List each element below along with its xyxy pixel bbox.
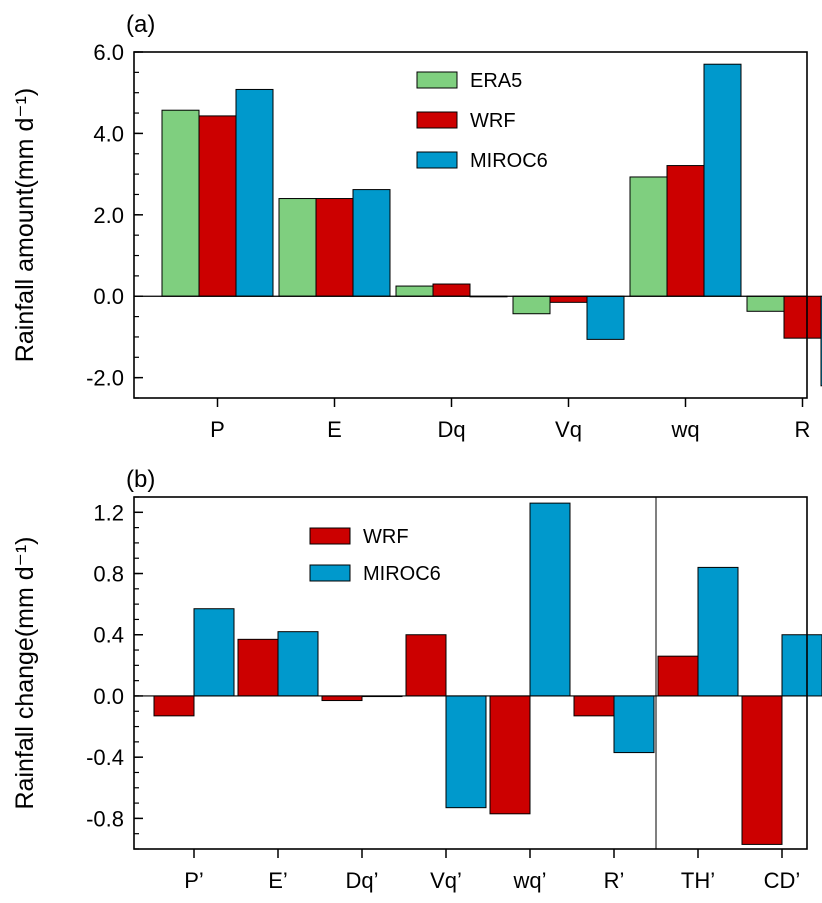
- bar-Vq-ERA5: [512, 295, 551, 315]
- category-label: R: [795, 417, 811, 442]
- legend-swatch-MIROC6: [416, 151, 458, 169]
- panel-label: (b): [126, 466, 155, 493]
- category-label: Dq: [437, 417, 465, 442]
- category-label: E: [327, 417, 342, 442]
- y-axis-title: Rainfall amount(mm d⁻¹): [11, 88, 39, 362]
- legend-label: ERA5: [470, 70, 522, 92]
- bar-Vq-MIROC6: [586, 295, 625, 340]
- plot-frame: [133, 496, 808, 850]
- category-label: Vq: [555, 417, 582, 442]
- legend-label: MIROC6: [470, 150, 548, 172]
- legend-swatch-MIROC6: [309, 564, 351, 582]
- y-tick-label: -0.8: [86, 806, 124, 831]
- bar-P-WRF: [198, 115, 237, 297]
- category-label: CD’: [764, 868, 801, 893]
- chart-panel-1: P’ E’ Dq’ Vq’ wq’ R’ TH’ CD’ -0.8 -0.4 0.0 0.4 0.8 1.…: [11, 466, 822, 893]
- y-tick-label: 1.2: [93, 500, 124, 525]
- y-tick-label: 6.0: [93, 40, 124, 65]
- legend: WRF MIROC6: [309, 526, 441, 585]
- category-label: wq’: [512, 868, 546, 893]
- bar-wq-MIROC6: [703, 63, 742, 297]
- category-label: R’: [604, 868, 625, 893]
- legend-swatch-ERA5: [416, 71, 458, 89]
- bar-wq-WRF: [666, 165, 705, 297]
- bar-P’-WRF: [153, 695, 195, 717]
- bar-CD’-MIROC6: [781, 634, 822, 697]
- category-label: P’: [184, 868, 204, 893]
- panel-label: (a): [126, 11, 155, 38]
- y-tick-label: 0.0: [93, 284, 124, 309]
- bar-E-MIROC6: [352, 189, 391, 297]
- bar-E’-WRF: [237, 638, 279, 697]
- chart-panel-0: P E Dq Vq wq R -2.0 0.0 2.0 4.0 6.0 Rainfall amount…: [11, 11, 822, 442]
- y-axis-title: Rainfall change(mm d⁻¹): [11, 536, 39, 809]
- bar-R’-WRF: [573, 695, 615, 717]
- bar-P-MIROC6: [235, 88, 274, 297]
- legend-label: WRF: [363, 526, 409, 548]
- bar-wq’-WRF: [489, 695, 531, 815]
- bar-P’-MIROC6: [193, 608, 235, 697]
- bar-E’-MIROC6: [277, 631, 319, 697]
- category-label: wq: [670, 417, 699, 442]
- bar-P-ERA5: [161, 109, 200, 297]
- bar-Vq’-MIROC6: [445, 695, 487, 809]
- category-label: P: [210, 417, 225, 442]
- bar-wq’-MIROC6: [529, 502, 571, 697]
- bar-Dq’-WRF: [321, 695, 363, 702]
- y-tick-label: 2.0: [93, 203, 124, 228]
- bar-Dq-WRF: [432, 283, 471, 297]
- bar-TH’-WRF: [657, 655, 699, 697]
- plot-frame: [133, 51, 808, 399]
- legend-label: WRF: [470, 110, 516, 132]
- legend-label: MIROC6: [363, 563, 441, 585]
- bar-R’-MIROC6: [613, 695, 655, 754]
- y-tick-label: 0.8: [93, 562, 124, 587]
- legend-swatch-WRF: [416, 111, 458, 129]
- bar-Vq’-WRF: [405, 634, 447, 697]
- bar-Vq-WRF: [549, 295, 588, 303]
- category-label: E’: [268, 868, 288, 893]
- y-tick-label: 0.0: [93, 684, 124, 709]
- bar-E-ERA5: [278, 198, 317, 297]
- bar-wq-ERA5: [629, 176, 668, 297]
- legend: ERA5 WRF MIROC6: [416, 70, 548, 172]
- category-label: Vq’: [430, 868, 462, 893]
- bar-TH’-MIROC6: [697, 566, 739, 697]
- bar-E-WRF: [315, 198, 354, 297]
- y-tick-label: 4.0: [93, 121, 124, 146]
- legend-swatch-WRF: [309, 527, 351, 545]
- y-tick-label: -0.4: [86, 745, 124, 770]
- bar-Dq-ERA5: [395, 285, 434, 297]
- y-tick-label: -2.0: [86, 366, 124, 391]
- category-label: Dq’: [345, 868, 378, 893]
- bar-R-ERA5: [746, 295, 785, 312]
- bar-CD’-WRF: [741, 695, 783, 845]
- y-tick-label: 0.4: [93, 623, 124, 648]
- category-label: TH’: [681, 868, 715, 893]
- bar-R-WRF: [783, 295, 822, 339]
